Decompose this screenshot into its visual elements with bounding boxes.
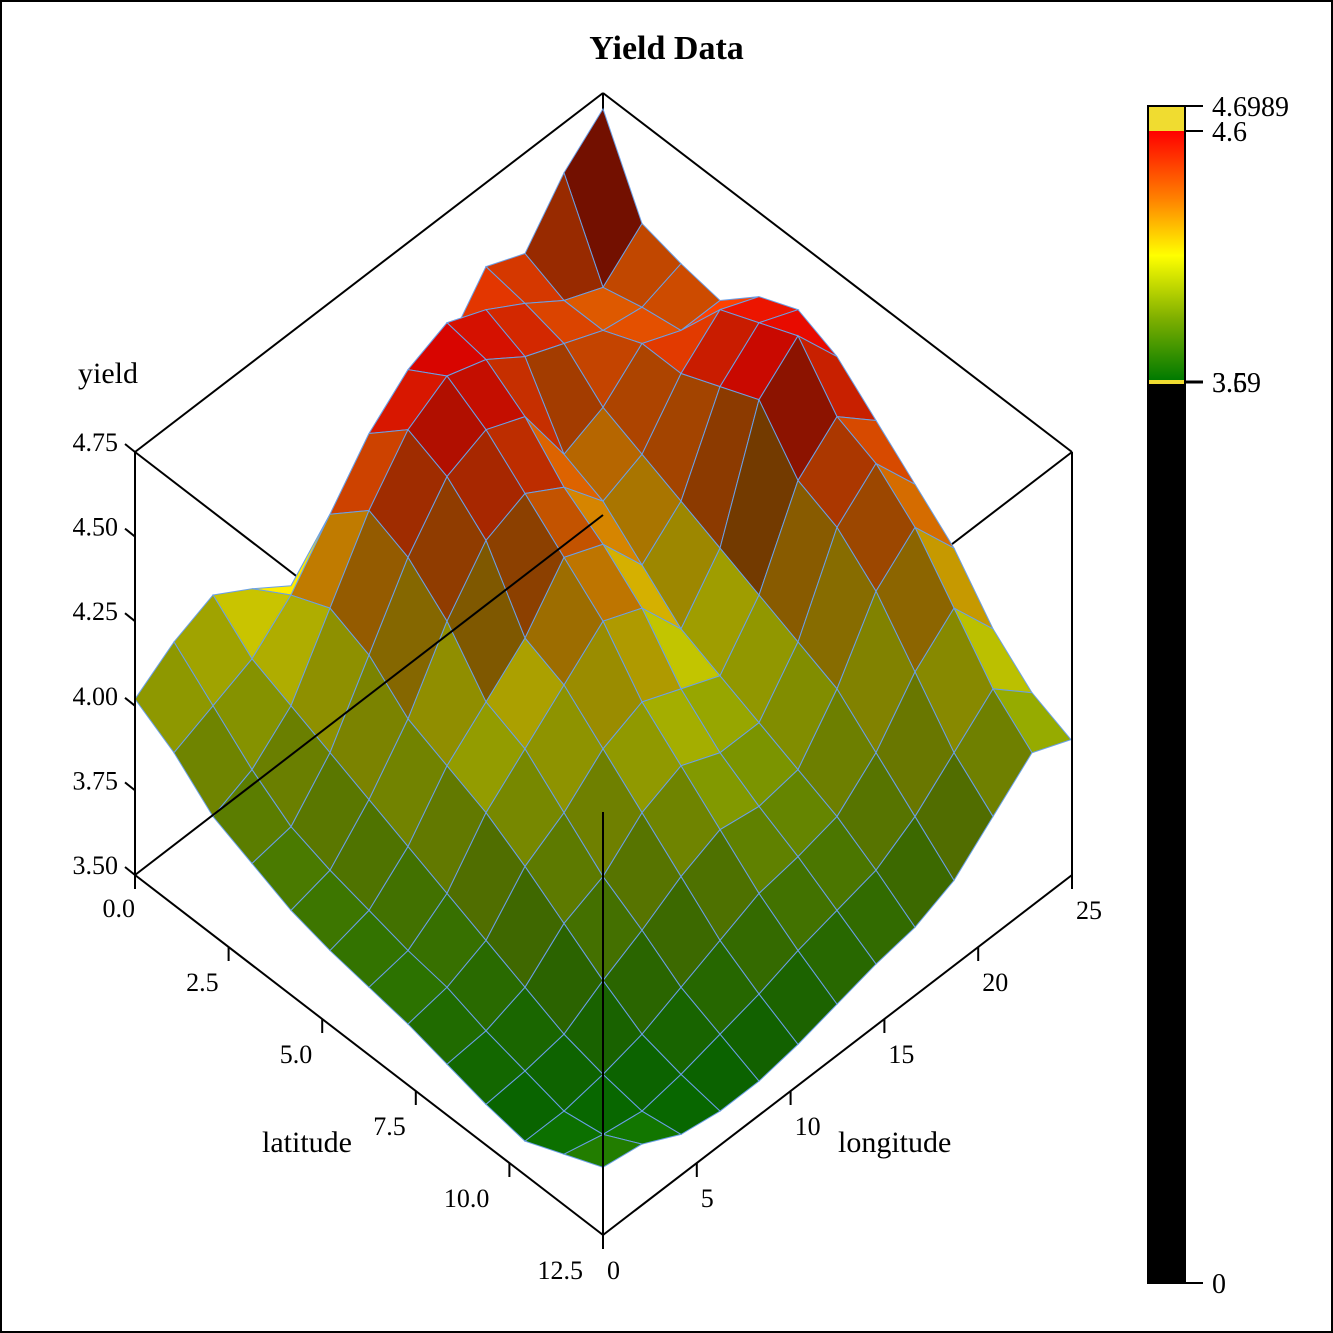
chart-title: Yield Data bbox=[589, 30, 744, 67]
longitude-tick-label: 25 bbox=[1076, 896, 1102, 925]
latitude-tick-label: 0.0 bbox=[103, 894, 136, 923]
colorbar-gradient bbox=[1148, 131, 1185, 380]
colorbar-max-label: 4.6989 bbox=[1212, 92, 1289, 123]
z-tick-label: 3.75 bbox=[73, 766, 119, 795]
latitude-tick-label: 10.0 bbox=[444, 1184, 490, 1213]
z-axis-label: yield bbox=[78, 357, 138, 390]
latitude-axis: 0.0 2.5 5.0 7.5 10.0 12.5 bbox=[103, 875, 604, 1285]
colorbar-lower-label-a: 3.6 bbox=[1212, 368, 1247, 399]
longitude-tick-label: 20 bbox=[982, 968, 1008, 997]
z-tick-label: 3.50 bbox=[73, 851, 119, 880]
yield-surface bbox=[134, 107, 1072, 1168]
z-axis: 3.50 3.75 4.00 4.25 4.50 4.75 bbox=[73, 428, 136, 880]
colorbar-lower-label-b: 3.59 bbox=[1212, 368, 1261, 399]
z-tick-label: 4.25 bbox=[73, 597, 119, 626]
longitude-axis-label: longitude bbox=[838, 1126, 951, 1159]
z-tick-label: 4.00 bbox=[73, 682, 119, 711]
longitude-axis: 0 5 10 15 20 25 bbox=[602, 875, 1102, 1285]
latitude-axis-label: latitude bbox=[262, 1126, 352, 1159]
colorbar-upper-label: 4.6 bbox=[1212, 117, 1247, 148]
longitude-tick-label: 5 bbox=[701, 1184, 714, 1213]
colorbar-below-range bbox=[1148, 384, 1185, 1283]
colorbar-clip-line bbox=[1148, 380, 1185, 384]
latitude-tick-label: 5.0 bbox=[280, 1040, 313, 1069]
latitude-tick-label: 7.5 bbox=[373, 1112, 406, 1141]
z-tick-label: 4.50 bbox=[73, 513, 119, 542]
latitude-tick-label: 2.5 bbox=[186, 968, 219, 997]
longitude-tick-label: 10 bbox=[795, 1112, 821, 1141]
latitude-tick-label: 12.5 bbox=[538, 1256, 584, 1285]
box-front-edges bbox=[134, 452, 1073, 1236]
longitude-tick-label: 15 bbox=[888, 1040, 914, 1069]
z-tick-label: 4.75 bbox=[73, 428, 119, 457]
colorbar-above-range bbox=[1148, 106, 1185, 131]
colorbar-min-label: 0 bbox=[1212, 1269, 1226, 1300]
colorbar: 4.6989 4.6 3.6 3.59 0 bbox=[1147, 92, 1289, 1300]
longitude-tick-label: 0 bbox=[607, 1256, 620, 1285]
